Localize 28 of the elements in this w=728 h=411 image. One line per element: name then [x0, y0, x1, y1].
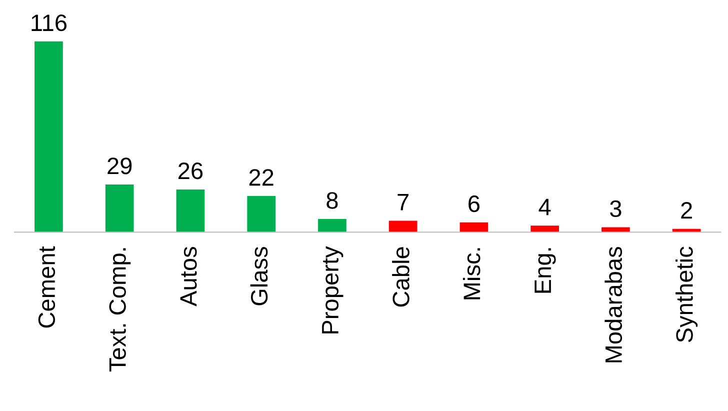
- data-label: 2: [681, 202, 692, 218]
- data-label: 8: [326, 192, 338, 209]
- bar: [318, 219, 346, 232]
- x-tick-label: Misc.: [462, 248, 480, 300]
- data-label: 6: [468, 195, 480, 212]
- bar: [176, 189, 205, 232]
- data-label: 29: [108, 158, 132, 174]
- data-label: 3: [610, 200, 622, 218]
- x-tick-label: Property: [322, 246, 344, 334]
- bar: [388, 220, 418, 232]
- bar: [530, 226, 559, 232]
- bar: [460, 222, 488, 232]
- x-tick-label: Modarabas: [604, 246, 622, 362]
- bar: [34, 41, 63, 232]
- x-tick-label: Synthetic: [676, 246, 698, 342]
- x-tick-label: Glass: [250, 246, 268, 306]
- x-tick-label: Cement: [38, 246, 56, 328]
- bar: [247, 196, 276, 232]
- data-label: 22: [249, 169, 274, 186]
- x-tick-label: Autos: [180, 246, 197, 306]
- data-label: 26: [178, 162, 203, 180]
- x-tick-label: Cable: [392, 247, 410, 307]
- x-tick-label: Eng.: [534, 248, 556, 293]
- data-label: 4: [538, 198, 551, 216]
- data-label: 7: [398, 194, 408, 210]
- bar: [105, 184, 134, 232]
- data-label: 116: [32, 14, 67, 32]
- x-tick-label: Text. Comp.: [109, 248, 131, 372]
